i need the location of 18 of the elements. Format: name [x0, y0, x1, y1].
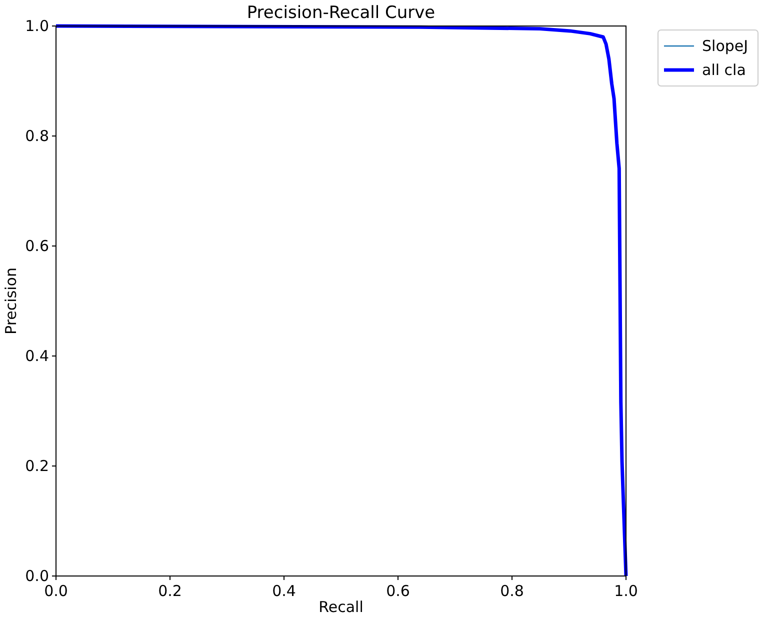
x-tick-label: 0.2	[158, 582, 182, 600]
y-tick-label: 0.4	[25, 347, 49, 365]
y-tick-label: 0.8	[25, 127, 49, 145]
x-axis-title: Recall	[318, 598, 364, 616]
chart-title: Precision-Recall Curve	[246, 3, 436, 23]
line-series	[54, 24, 628, 578]
x-tick-label: 0.0	[44, 582, 68, 600]
x-tick-label: 0.6	[386, 582, 410, 600]
y-tick-label: 0.2	[25, 457, 49, 475]
legend-label: SlopeJ	[702, 37, 748, 55]
legend-label: all cla	[702, 61, 746, 79]
x-tick-label: 0.4	[272, 582, 296, 600]
x-tick-label: 1.0	[614, 582, 638, 600]
y-tick-label: 1.0	[25, 17, 49, 35]
y-axis-title: Precision	[2, 268, 20, 334]
y-tick-label: 0.6	[25, 237, 49, 255]
y-tick-label: 0.0	[25, 567, 49, 585]
x-tick-label: 0.8	[500, 582, 524, 600]
